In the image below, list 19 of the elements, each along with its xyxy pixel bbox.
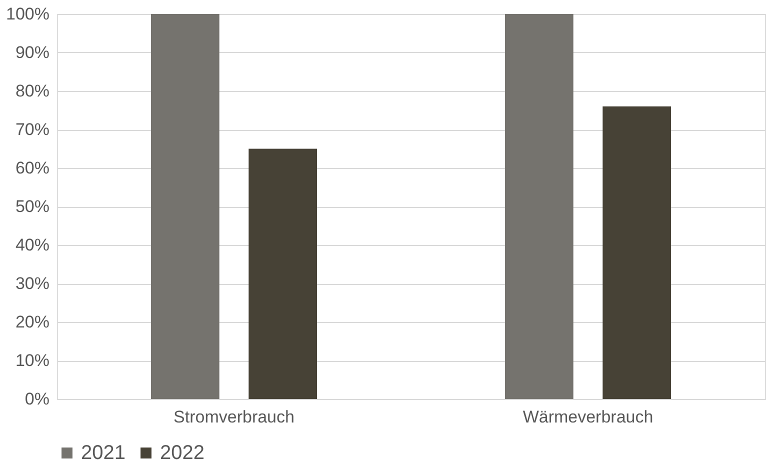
y-tick-label: 0% [24,390,50,408]
legend-label: 2021 [81,442,126,464]
y-tick-label: 10% [15,351,50,370]
y-tick-label: 50% [15,197,50,216]
bar [504,14,574,399]
y-tick-label: 30% [15,274,50,293]
bar [602,106,672,399]
y-tick-label: 40% [15,236,50,254]
x-tick-label: Stromverbrauch [174,408,294,426]
legend-label: 2022 [160,442,204,464]
y-tick-label: 20% [15,312,50,332]
bar [248,148,318,399]
x-tick-label: Wärmeverbrauch [522,408,654,426]
y-tick-label: 60% [15,158,50,178]
y-tick-label: 90% [15,43,50,62]
y-tick-label: 80% [15,82,50,100]
y-tick-label: 70% [15,120,50,139]
y-tick-label: 100% [6,4,50,24]
bar [150,14,220,399]
